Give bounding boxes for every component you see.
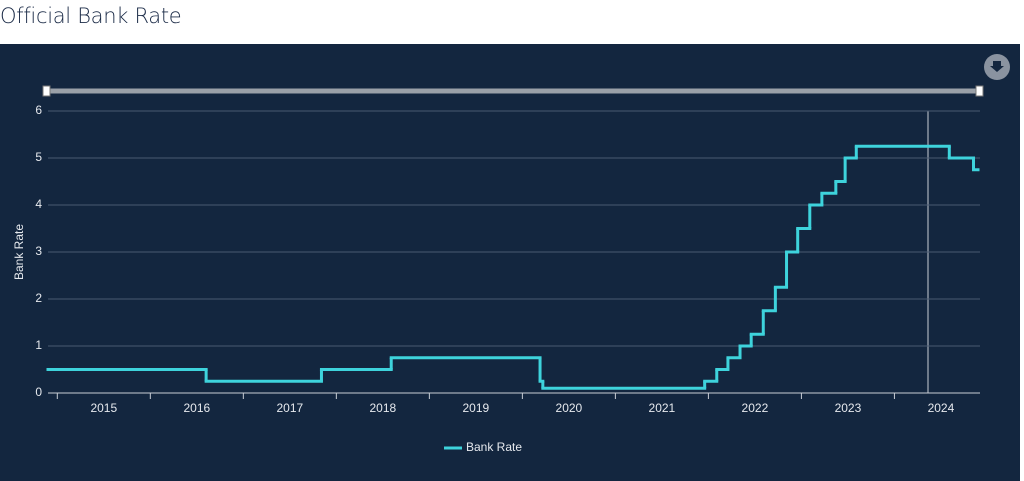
legend-label: Bank Rate <box>466 440 522 454</box>
chart: Bank Rate 0 1 2 3 4 5 6 2015 2016 2017 2018 2019 202… <box>0 44 1020 481</box>
x-tick-label: 2015 <box>90 401 117 415</box>
page-title: Official Bank Rate <box>0 4 182 28</box>
y-tick-label: 2 <box>35 291 42 305</box>
x-tick-label: 2023 <box>835 401 862 415</box>
x-tick-label: 2020 <box>556 401 583 415</box>
y-axis-label: Bank Rate <box>12 224 26 280</box>
x-tick-label: 2021 <box>649 401 676 415</box>
y-tick-label: 0 <box>35 385 42 399</box>
x-tick-label: 2018 <box>369 401 396 415</box>
x-tick-label: 2016 <box>183 401 210 415</box>
y-tick-label: 5 <box>35 150 42 164</box>
chart-background <box>0 44 1020 481</box>
x-tick-label: 2019 <box>463 401 490 415</box>
y-tick-label: 6 <box>35 103 42 117</box>
x-tick-label: 2017 <box>276 401 303 415</box>
x-tick-label: 2024 <box>928 401 955 415</box>
navigator-handle[interactable] <box>975 85 984 97</box>
navigator-handle[interactable] <box>42 85 51 97</box>
x-tick-label: 2022 <box>742 401 769 415</box>
y-tick-label: 1 <box>35 338 42 352</box>
y-tick-label: 3 <box>35 244 42 258</box>
y-tick-label: 4 <box>35 197 42 211</box>
download-icon <box>990 61 1004 72</box>
